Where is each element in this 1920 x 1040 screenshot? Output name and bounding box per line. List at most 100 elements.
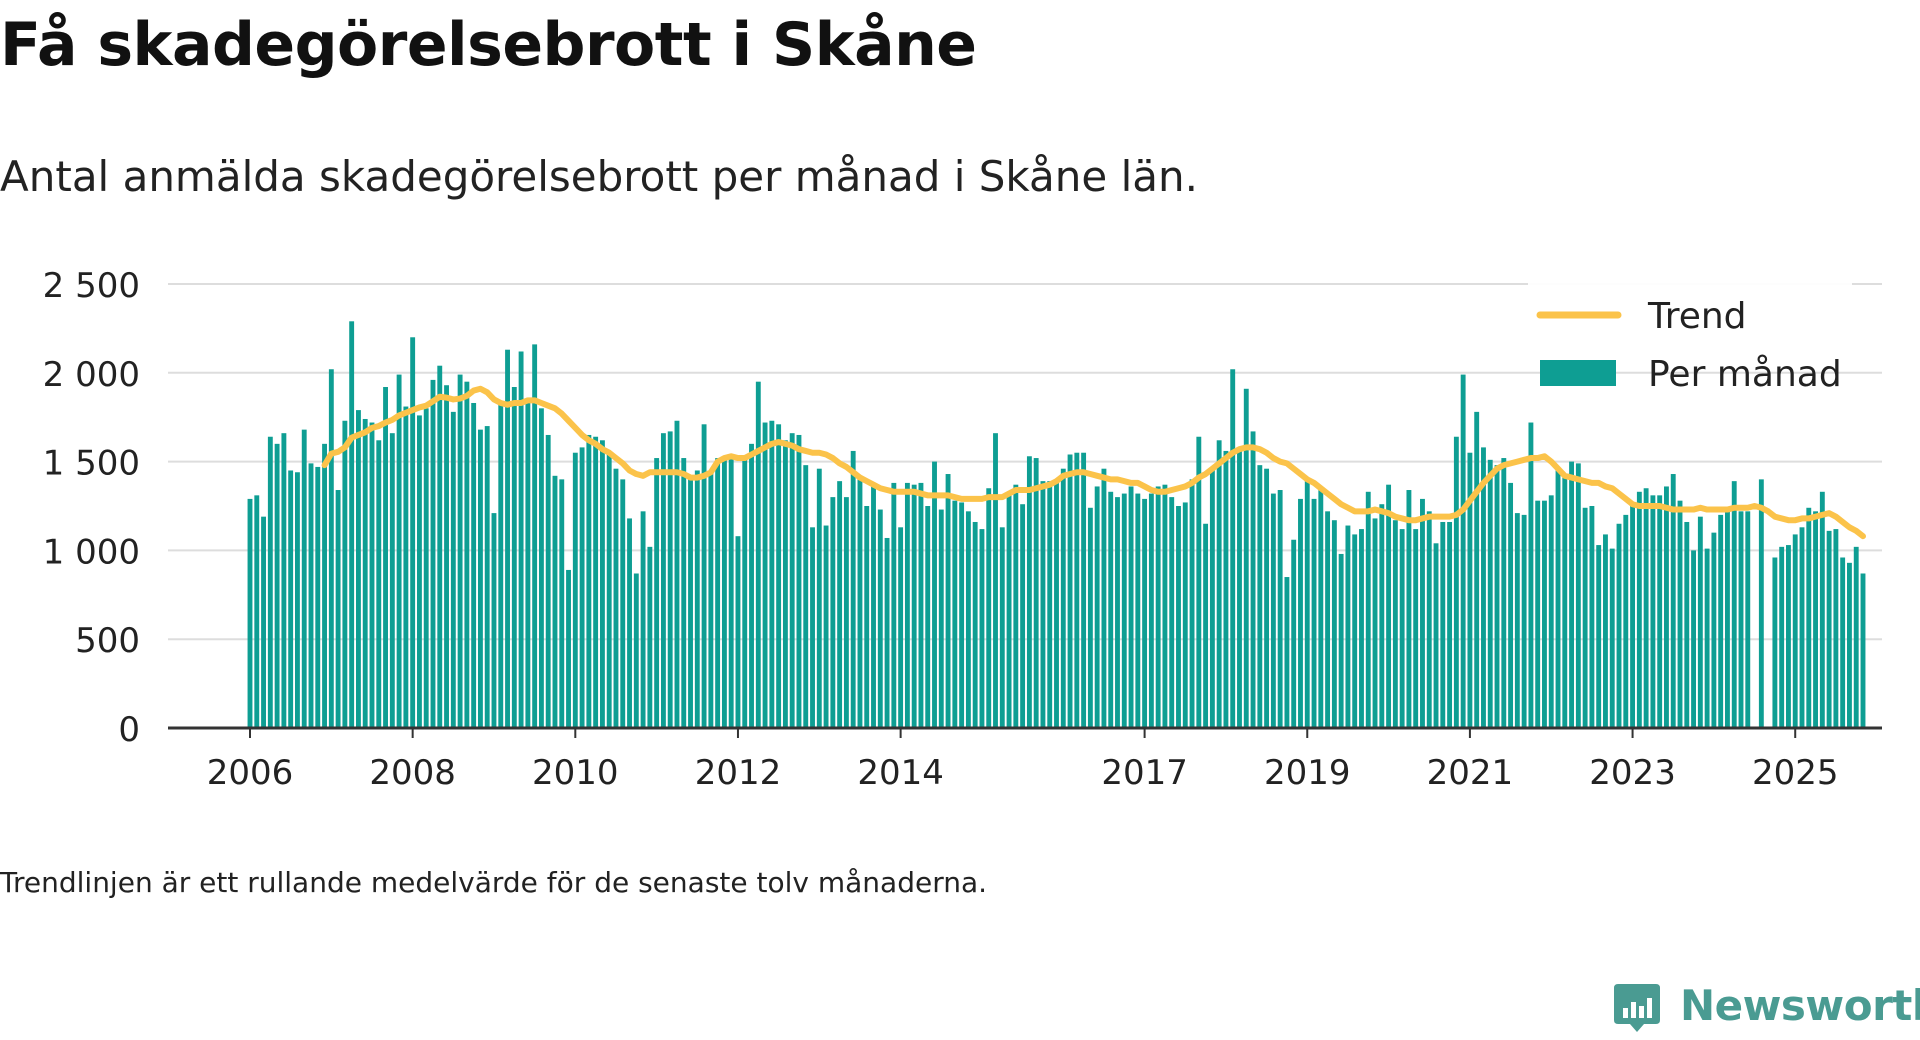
bar (1453, 436, 1459, 728)
bar (1413, 529, 1419, 728)
bar (579, 447, 585, 728)
bar (308, 463, 314, 728)
bar (1379, 504, 1385, 728)
bar (1657, 495, 1663, 728)
bar (1135, 493, 1141, 728)
bar (1162, 484, 1168, 728)
bar (328, 369, 334, 728)
bar (1352, 534, 1358, 728)
bar (335, 490, 341, 728)
bar (816, 468, 822, 728)
bar (1738, 511, 1744, 728)
bar (1860, 573, 1866, 728)
bar (932, 461, 937, 728)
bar (1189, 479, 1195, 728)
bar (654, 458, 660, 728)
bar (1447, 521, 1453, 728)
bar (1650, 495, 1656, 728)
bar (1772, 557, 1778, 728)
chart-title: Få skadegörelsebrott i Skåne (0, 10, 977, 80)
bar (918, 482, 924, 728)
bar (891, 482, 897, 728)
bar (721, 459, 727, 728)
bar (1067, 454, 1073, 728)
bar (1026, 456, 1032, 728)
bar (1616, 523, 1622, 728)
legend-background (1528, 248, 1852, 358)
bar (1223, 450, 1229, 728)
legend-trend-label: Trend (1647, 296, 1747, 337)
bar (1270, 493, 1276, 728)
bar (1148, 493, 1154, 728)
bar (559, 479, 565, 728)
bar (1006, 493, 1012, 728)
bar (1392, 520, 1398, 728)
bar (823, 525, 829, 728)
bar (383, 387, 388, 728)
bar (1569, 461, 1575, 728)
bar (1670, 474, 1676, 728)
bar (972, 521, 978, 728)
bar (511, 387, 517, 728)
bar (1216, 440, 1222, 728)
x-tick-label: 2019 (1264, 753, 1351, 793)
bar (477, 429, 483, 728)
brand-name: Newsworthy (1680, 981, 1920, 1030)
bar (1087, 507, 1093, 728)
bar (1060, 468, 1066, 728)
bar (1284, 577, 1290, 728)
bar (1338, 553, 1344, 728)
bar (1501, 458, 1507, 728)
bar (694, 470, 700, 728)
bar (396, 374, 402, 728)
x-tick-label: 2010 (532, 753, 619, 793)
bar (1664, 486, 1669, 728)
bar (647, 546, 653, 728)
bar (1575, 463, 1581, 728)
bar (1399, 529, 1405, 728)
bar (627, 518, 632, 728)
legend-bar-label: Per månad (1648, 354, 1842, 395)
bar (1196, 436, 1202, 728)
bar (864, 506, 870, 728)
bar (1081, 452, 1087, 728)
bar (1799, 527, 1805, 728)
bar (1711, 532, 1717, 728)
bar (1691, 550, 1696, 728)
bar (1230, 369, 1236, 728)
bar (606, 454, 612, 728)
bar (1467, 452, 1473, 728)
bar (1589, 506, 1595, 728)
bar (1182, 502, 1188, 728)
bar (586, 434, 592, 728)
bar (1331, 520, 1337, 728)
bar (1304, 479, 1310, 728)
bar (830, 497, 836, 728)
bar (1487, 459, 1493, 728)
bar (674, 420, 680, 728)
bar (450, 411, 456, 728)
bar (599, 440, 605, 728)
legend-bar-swatch (1540, 360, 1616, 386)
bar (532, 344, 538, 728)
bar (369, 422, 375, 728)
bar (701, 424, 707, 728)
bar (803, 465, 809, 728)
bar (755, 381, 761, 728)
bar (613, 468, 619, 728)
bar (742, 458, 748, 728)
x-tick-label: 2012 (695, 753, 782, 793)
bar (1684, 521, 1690, 728)
bar (810, 527, 815, 728)
bar (1040, 481, 1046, 728)
bar (1460, 374, 1466, 728)
bar (986, 488, 992, 728)
bar (281, 433, 287, 728)
bar (362, 418, 368, 728)
bar (1033, 458, 1039, 728)
bar (1318, 490, 1324, 728)
bar (1209, 466, 1215, 728)
bar (1697, 516, 1703, 728)
bar (1779, 546, 1785, 728)
bar (1257, 465, 1263, 728)
